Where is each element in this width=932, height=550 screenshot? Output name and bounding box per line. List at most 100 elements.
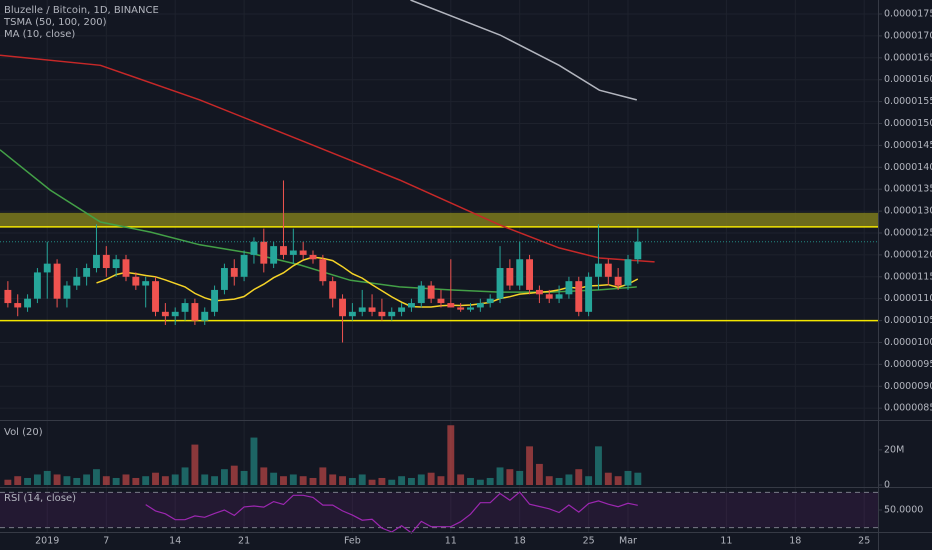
candle-body <box>171 311 179 317</box>
candle-body <box>53 263 61 299</box>
volume-bar <box>309 477 317 485</box>
candle-body <box>329 281 337 299</box>
candle-body <box>270 246 278 264</box>
volume-bar <box>93 469 100 485</box>
y-tick-label: 0.00001250 <box>884 227 932 238</box>
candle-body <box>220 268 228 290</box>
volume-bar <box>624 470 632 485</box>
candle-body <box>132 276 140 286</box>
candle-body <box>33 272 41 299</box>
volume-label: Vol (20) <box>4 427 43 438</box>
volume-bar <box>240 470 248 485</box>
x-tick-label: 25 <box>583 536 595 547</box>
candle-body <box>545 294 553 299</box>
candle-body <box>555 294 563 299</box>
volume-bar <box>486 477 494 485</box>
candle-body <box>102 254 110 269</box>
candle-body <box>634 241 642 260</box>
volume-bar <box>545 476 553 485</box>
volume-bar <box>516 470 524 485</box>
y-tick-label: 0.00001400 <box>884 162 932 173</box>
x-tick-label: 11 <box>720 536 732 547</box>
candle-body <box>211 289 219 312</box>
candle-body <box>427 285 435 299</box>
y-tick-label: 0.00001200 <box>884 249 932 260</box>
y-tick-label: 0.00001350 <box>884 184 932 195</box>
volume-bar <box>388 479 396 485</box>
price-pane <box>0 0 878 343</box>
x-tick-label: 18 <box>789 536 801 547</box>
y-tick-label: 0.00001450 <box>884 140 932 151</box>
candle-body <box>378 311 386 317</box>
candle-body <box>348 311 356 317</box>
volume-bar <box>181 467 189 485</box>
volume-pane <box>4 425 642 485</box>
y-tick-label: 0.00001700 <box>884 30 932 41</box>
y-tick-label: 0.00001550 <box>884 96 932 107</box>
volume-bar <box>585 476 593 485</box>
volume-bar <box>230 465 238 485</box>
candle-body <box>516 259 524 286</box>
candle-body <box>388 311 396 317</box>
indicator-label: TSMA (50, 100, 200) <box>3 17 107 28</box>
y-tick-label: 20M <box>884 444 904 455</box>
ma-close-line <box>96 256 639 308</box>
volume-bar <box>447 425 455 485</box>
x-tick-label: 11 <box>445 536 457 547</box>
candle-body <box>339 298 346 317</box>
volume-bar <box>407 477 415 485</box>
candle-body <box>83 268 91 277</box>
volume-bar <box>63 476 71 485</box>
chart-title: Bluzelle / Bitcoin, 1D, BINANCE <box>4 5 159 16</box>
candle-body <box>63 285 71 299</box>
volume-bar <box>250 437 258 485</box>
candle-body <box>476 303 484 308</box>
candle-body <box>181 303 189 312</box>
candle-body <box>614 276 622 286</box>
volume-bar <box>260 467 268 485</box>
y-tick-label: 0.00000950 <box>884 359 932 370</box>
volume-bar <box>299 476 307 485</box>
ma-line <box>410 0 637 101</box>
y-tick-label: 0.00001500 <box>884 118 932 129</box>
volume-bar <box>280 476 287 485</box>
volume-bar <box>437 476 445 485</box>
volume-bar <box>427 472 435 485</box>
candle-body <box>496 268 504 299</box>
volume-bar <box>555 477 563 485</box>
y-tick-label: 0 <box>884 480 890 491</box>
x-tick-label: 7 <box>103 536 109 547</box>
candle-body <box>407 303 415 308</box>
volume-bar <box>73 477 81 485</box>
x-tick-label: Mar <box>619 536 637 547</box>
volume-bar <box>289 474 297 485</box>
candle-body <box>595 263 602 277</box>
candle-body <box>93 254 100 269</box>
volume-bar <box>595 446 602 485</box>
candle-body <box>467 307 474 310</box>
volume-bar <box>83 474 91 485</box>
x-tick-label: 14 <box>169 536 181 547</box>
volume-bar <box>161 476 169 485</box>
candle-body <box>506 268 514 286</box>
volume-bar <box>496 467 504 485</box>
x-tick-label: 25 <box>858 536 870 547</box>
volume-bar <box>122 474 130 485</box>
volume-bar <box>112 477 120 485</box>
rsi-label: RSI (14, close) <box>4 493 76 504</box>
volume-bar <box>526 446 534 485</box>
candle-body <box>24 298 32 308</box>
volume-bar <box>476 479 484 485</box>
candle-body <box>447 303 455 308</box>
y-tick-label: 0.00001000 <box>884 337 932 348</box>
volume-bar <box>53 474 61 485</box>
candle-body <box>486 298 494 304</box>
x-tick-label: 18 <box>514 536 526 547</box>
y-tick-label: 0.00001050 <box>884 315 932 326</box>
zone <box>0 212 878 227</box>
volume-bar <box>535 463 543 485</box>
candle-body <box>280 246 287 255</box>
volume-bar <box>378 477 386 485</box>
indicator-label: MA (10, close) <box>4 29 75 40</box>
